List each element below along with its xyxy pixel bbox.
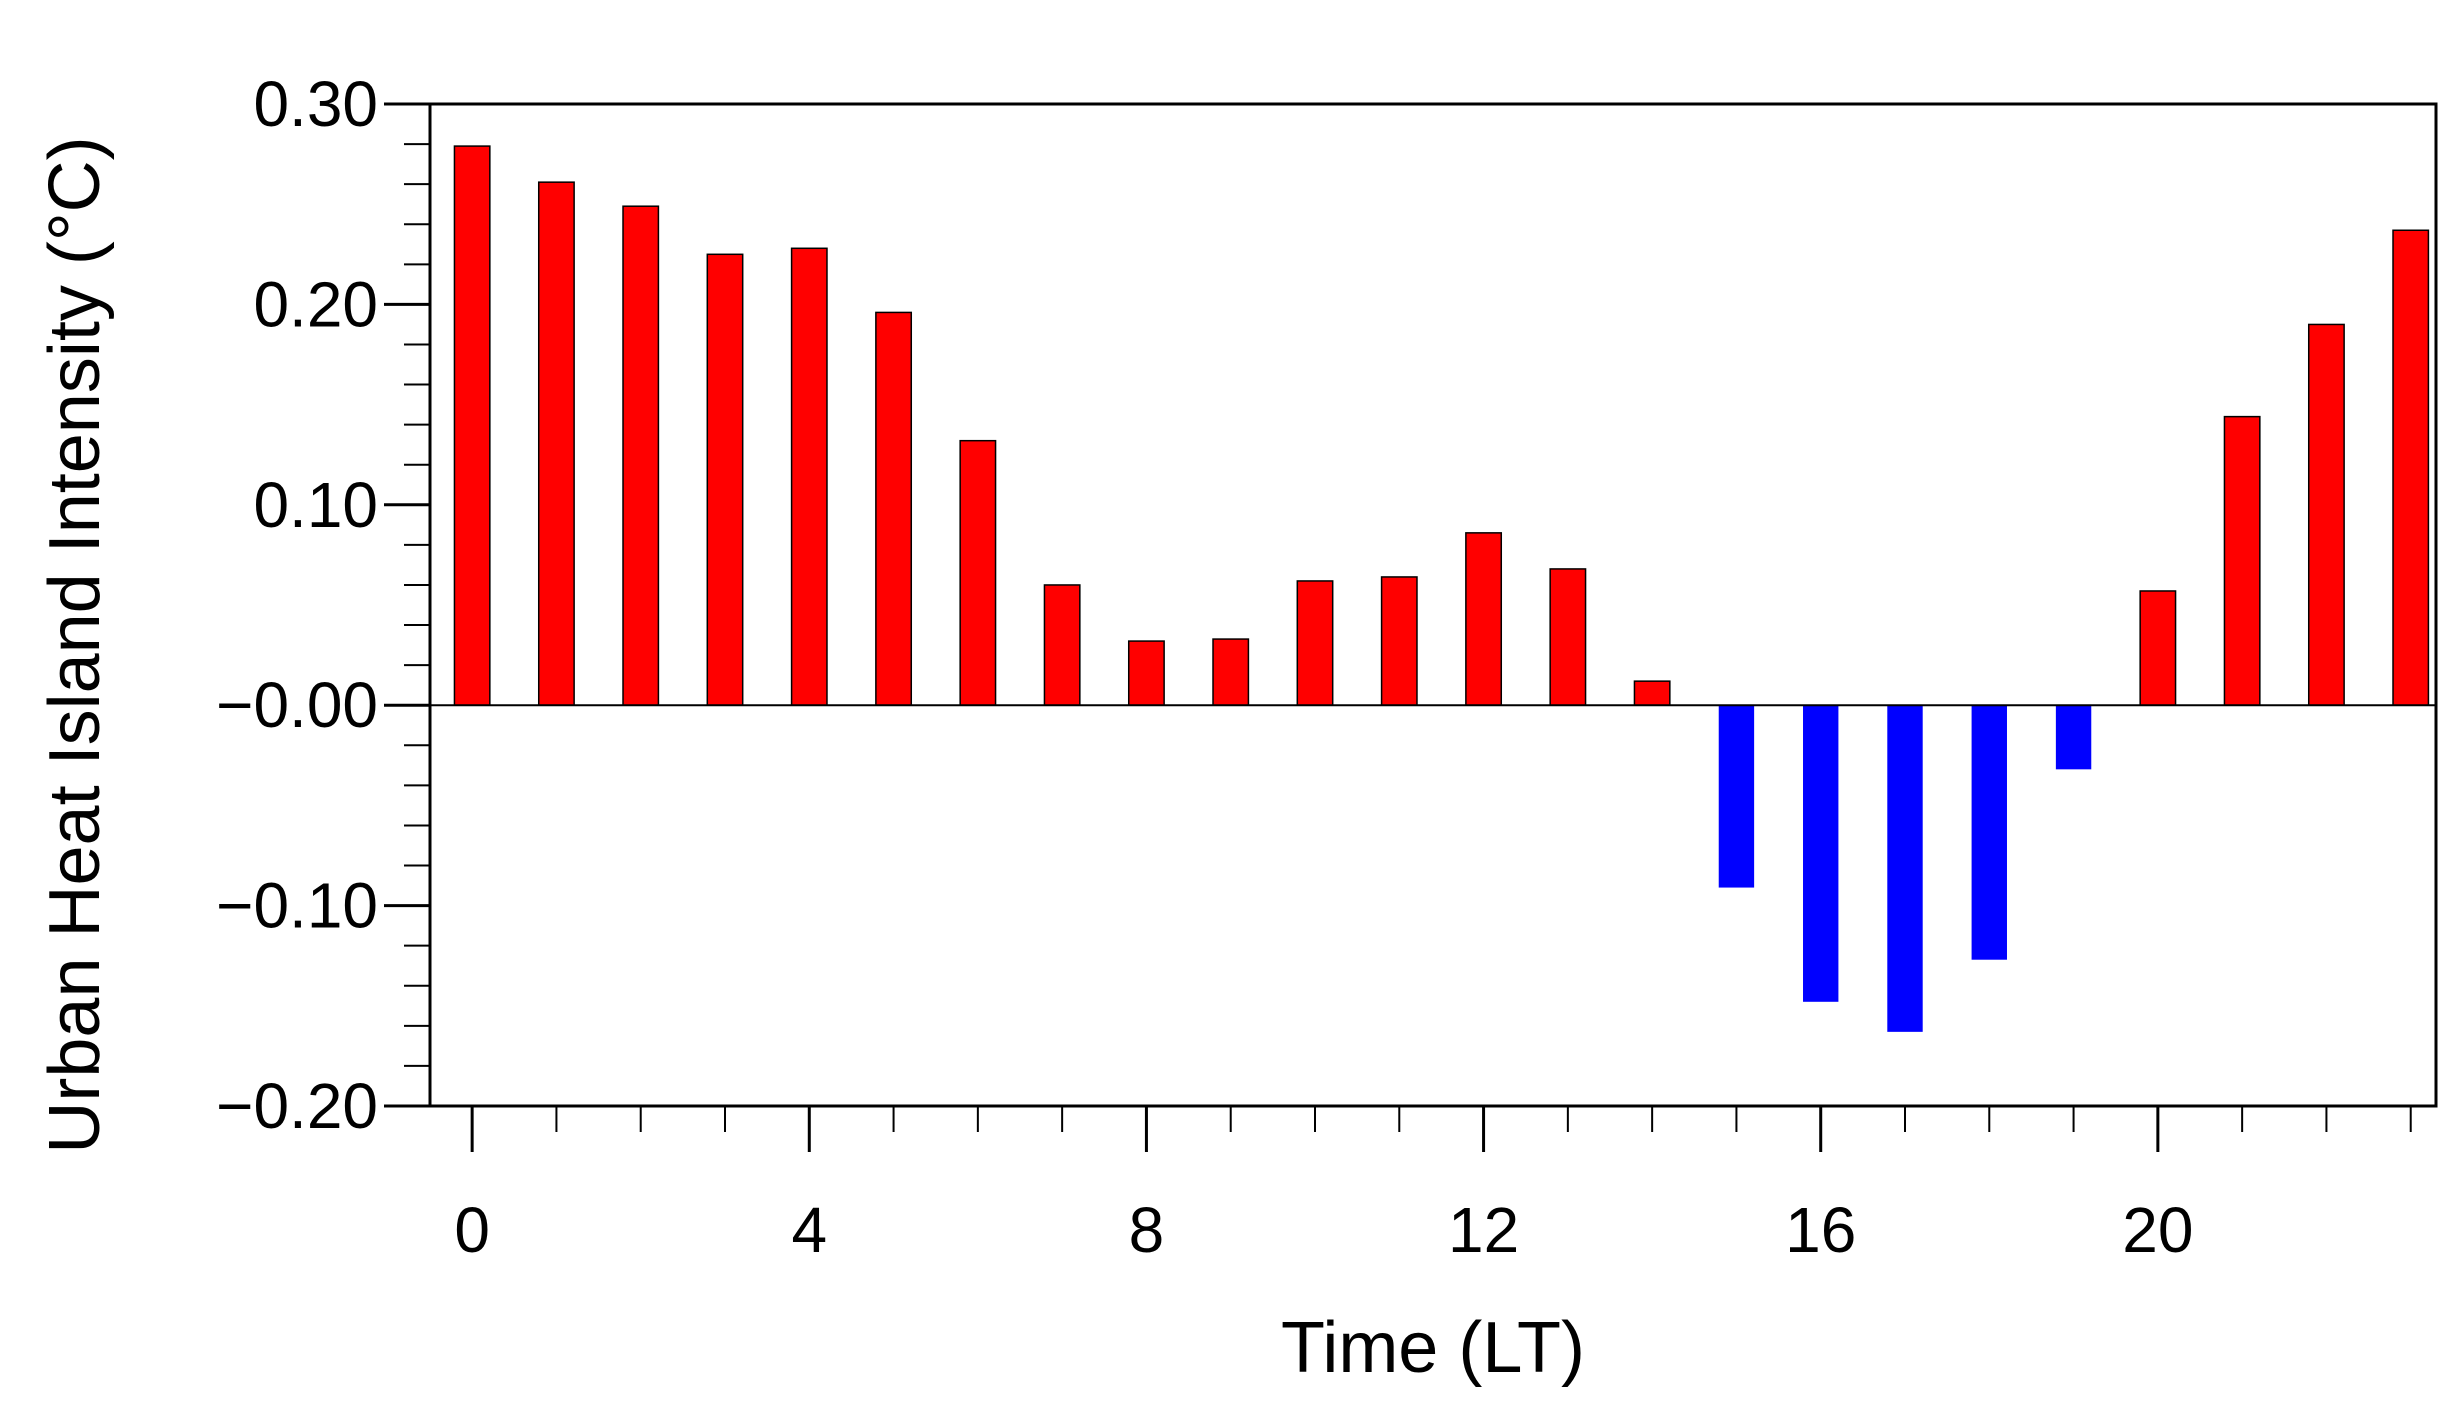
bar-hour-1 [537,181,575,706]
bar-hour-23 [2392,229,2430,706]
plot-area [428,102,2438,1108]
bar-hour-2 [622,205,660,706]
bar-hour-4 [790,247,828,706]
y-tick-label: 0.10 [253,469,378,541]
x-tick-label: 20 [2122,1194,2193,1266]
y-tick-label: −0.00 [216,669,378,741]
y-tick-label: 0.30 [253,68,378,140]
x-tick-label: 4 [791,1194,827,1266]
bar-hour-5 [875,311,913,706]
bar-hour-15 [1718,705,1755,888]
x-tick-label: 8 [1129,1194,1165,1266]
bar-hour-19 [2055,705,2092,770]
bar-hour-21 [2223,415,2261,706]
bar-hour-12 [1465,532,1503,706]
x-axis: 0 4 8 12 16 20 [454,1106,2412,1266]
y-axis: −0.20 −0.10 −0.00 0.10 0.20 0.30 [216,68,430,1142]
bar-hour-16 [1803,705,1839,1002]
bar-hour-0 [453,145,491,706]
bar-hour-3 [706,253,744,706]
bar-hour-13 [1549,568,1587,706]
x-tick-label: 16 [1785,1194,1856,1266]
y-tick-label: 0.20 [253,268,378,340]
bar-hour-17 [1887,705,1923,1032]
y-axis-title: Urban Heat Island Intensity (°C) [35,136,115,1153]
x-axis-title: Time (LT) [1281,1308,1585,1388]
bar-hour-22 [2307,323,2345,706]
bars [453,145,2430,1032]
y-tick-label: −0.10 [216,870,378,942]
x-tick-label: 0 [454,1194,490,1266]
bar-hour-18 [1971,705,2007,960]
bar-hour-10 [1296,580,1334,706]
x-tick-label: 12 [1448,1194,1519,1266]
bar-hour-9 [1212,638,1250,706]
bar-hour-20 [2139,590,2177,706]
bar-hour-11 [1380,576,1418,706]
bar-hour-14 [1633,680,1671,706]
bar-hour-8 [1127,640,1165,706]
y-tick-label: −0.20 [216,1070,378,1142]
bar-hour-7 [1043,584,1081,706]
bar-hour-6 [959,439,997,706]
